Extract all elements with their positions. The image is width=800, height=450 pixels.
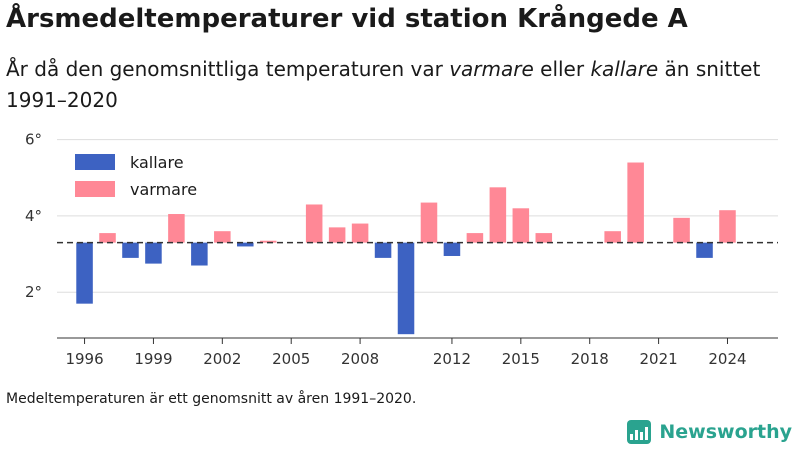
bar-1996 bbox=[76, 242, 93, 304]
legend-label-kallare: kallare bbox=[130, 153, 184, 172]
x-tick-label: 1999 bbox=[134, 350, 172, 368]
x-tick-label: 2015 bbox=[502, 350, 540, 368]
subtitle-text: eller bbox=[533, 57, 591, 81]
bar-2009 bbox=[374, 242, 392, 258]
newsworthy-logo: Newsworthy bbox=[627, 420, 792, 444]
legend-label-varmare: varmare bbox=[130, 180, 197, 199]
bar-2015 bbox=[512, 208, 530, 243]
x-tick-label: 2012 bbox=[433, 350, 471, 368]
y-tick-label: 4° bbox=[25, 207, 42, 225]
bar-2000 bbox=[168, 214, 185, 243]
bar-2019 bbox=[604, 231, 621, 243]
bar-2013 bbox=[466, 233, 484, 243]
bar-2001 bbox=[191, 242, 208, 266]
bar-2010 bbox=[397, 242, 415, 335]
bars bbox=[76, 162, 736, 335]
legend-swatch-kallare bbox=[75, 154, 115, 170]
subtitle-text: än snittet 1991–2020 bbox=[6, 57, 761, 112]
brand-name: Newsworthy bbox=[659, 421, 792, 443]
x-tick-label: 2008 bbox=[341, 350, 379, 368]
bar-2022 bbox=[673, 217, 690, 243]
bar-2016 bbox=[535, 233, 553, 243]
bar-1997 bbox=[99, 233, 116, 243]
bar-2008 bbox=[351, 223, 369, 243]
bar-1999 bbox=[145, 242, 162, 264]
x-tick-label: 2024 bbox=[708, 350, 746, 368]
subtitle-warmer-word: varmare bbox=[449, 57, 534, 81]
chart-title: Årsmedeltemperaturer vid station Krånged… bbox=[6, 4, 688, 34]
x-tick-label: 2002 bbox=[203, 350, 241, 368]
x-tick-label: 2018 bbox=[571, 350, 609, 368]
subtitle-colder-word: kallare bbox=[590, 57, 659, 81]
chart-subtitle: År då den genomsnittliga temperaturen va… bbox=[6, 54, 786, 116]
bar-2020 bbox=[627, 162, 644, 243]
bar-2024 bbox=[719, 210, 736, 243]
bar-2014 bbox=[489, 187, 507, 243]
x-tick-label: 1996 bbox=[65, 350, 103, 368]
subtitle-text: År då den genomsnittliga temperaturen va… bbox=[6, 57, 450, 81]
footnote: Medeltemperaturen är ett genomsnitt av å… bbox=[6, 391, 417, 407]
bar-2012 bbox=[443, 242, 461, 256]
y-tick-label: 6° bbox=[25, 131, 42, 149]
axes: 2° 4° 6° 1996 1999 2002 2005 2008 2012 2015 2018 20… bbox=[25, 131, 778, 368]
x-tick-label: 2021 bbox=[640, 350, 678, 368]
bar-2002 bbox=[214, 231, 231, 243]
legend-swatch-varmare bbox=[75, 181, 115, 197]
x-tick-label: 2005 bbox=[272, 350, 310, 368]
temperature-bar-chart: 2° 4° 6° 1996 1999 2002 2005 2008 2012 2015 2018 20… bbox=[25, 131, 778, 368]
bar-2003 bbox=[237, 242, 254, 247]
bar-2004 bbox=[259, 240, 277, 243]
y-tick-label: 2° bbox=[25, 283, 42, 301]
bar-2011 bbox=[420, 202, 438, 243]
bar-2006 bbox=[305, 204, 323, 243]
legend: kallare varmare bbox=[75, 153, 197, 199]
newsworthy-chart-icon bbox=[627, 420, 652, 444]
bar-2007 bbox=[328, 227, 346, 243]
bar-2023 bbox=[696, 242, 713, 258]
bar-1998 bbox=[122, 242, 139, 258]
